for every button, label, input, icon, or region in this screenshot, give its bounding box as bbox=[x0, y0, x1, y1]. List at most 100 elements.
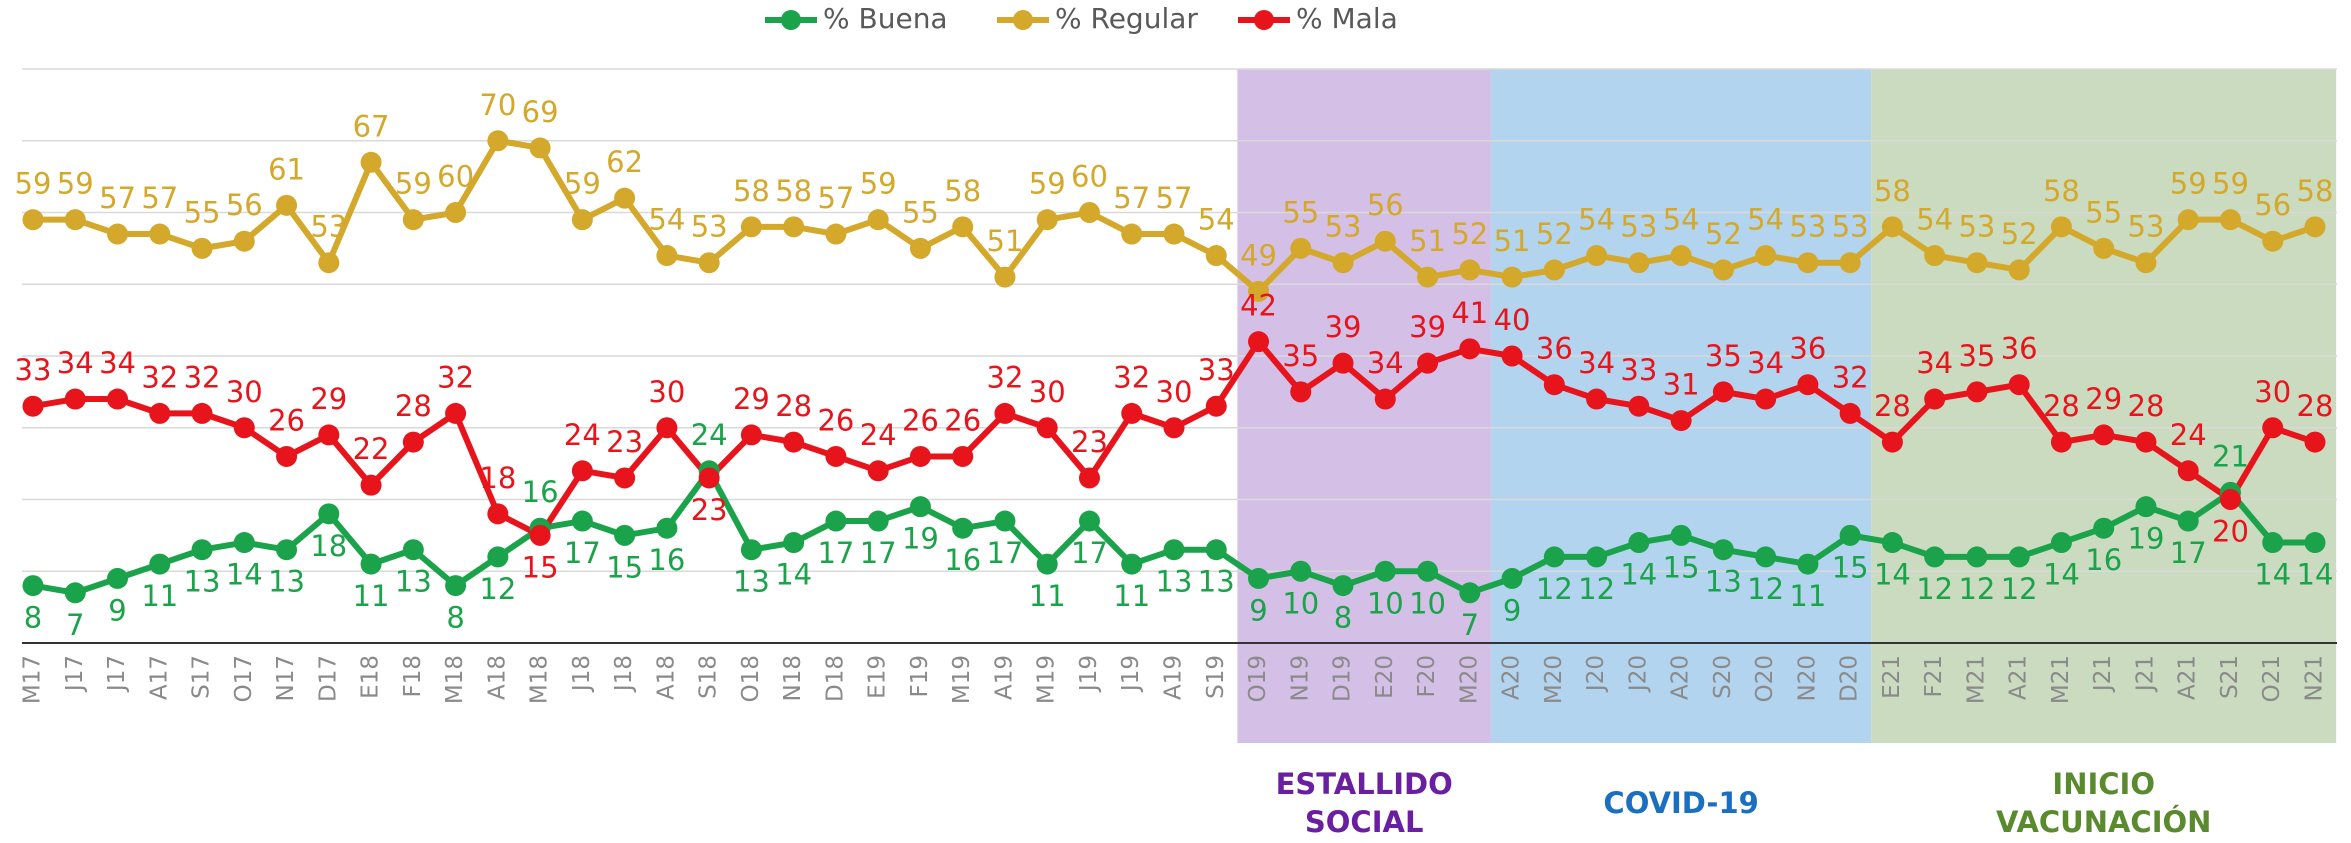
legend-label: % Regular bbox=[1055, 2, 1198, 35]
data-point bbox=[1501, 266, 1523, 288]
x-tick-label: J20 bbox=[1625, 655, 1651, 693]
data-label: 10 bbox=[1409, 586, 1446, 620]
data-point bbox=[1121, 223, 1143, 245]
data-label: 26 bbox=[944, 403, 981, 437]
data-label: 26 bbox=[268, 403, 305, 437]
data-label: 23 bbox=[606, 425, 643, 459]
data-point bbox=[2050, 532, 2072, 554]
data-point bbox=[1290, 381, 1312, 403]
data-point bbox=[994, 510, 1016, 532]
data-label: 52 bbox=[2001, 217, 2038, 251]
data-point bbox=[1755, 388, 1777, 410]
data-point bbox=[64, 388, 86, 410]
data-point bbox=[1459, 259, 1481, 281]
data-label: 53 bbox=[1958, 210, 1995, 244]
data-point bbox=[1205, 245, 1227, 267]
data-label: 41 bbox=[1451, 296, 1488, 330]
data-label: 20 bbox=[2212, 515, 2249, 549]
data-point bbox=[1924, 245, 1946, 267]
data-label: 17 bbox=[987, 536, 1024, 570]
data-point bbox=[191, 237, 213, 259]
data-point bbox=[149, 402, 171, 424]
data-point bbox=[276, 194, 298, 216]
data-point bbox=[698, 467, 720, 489]
data-label: 24 bbox=[860, 418, 897, 452]
data-label: 32 bbox=[141, 360, 178, 394]
data-label: 57 bbox=[1113, 181, 1150, 215]
data-point bbox=[360, 553, 382, 575]
data-label: 59 bbox=[564, 167, 601, 201]
data-label: 23 bbox=[1071, 425, 1108, 459]
data-point bbox=[1881, 532, 1903, 554]
data-point bbox=[2262, 417, 2284, 439]
data-point bbox=[1966, 252, 1988, 274]
x-tick-label: J20 bbox=[1583, 655, 1609, 693]
data-label: 11 bbox=[1029, 579, 1066, 613]
data-label: 60 bbox=[437, 160, 474, 194]
x-tick-label: J18 bbox=[569, 655, 595, 693]
x-tick-label: J17 bbox=[62, 655, 88, 693]
data-label: 55 bbox=[2085, 195, 2122, 229]
data-point bbox=[487, 130, 509, 152]
data-point bbox=[825, 445, 847, 467]
data-label: 51 bbox=[1494, 224, 1531, 258]
data-label: 9 bbox=[1503, 593, 1521, 627]
data-point bbox=[1290, 560, 1312, 582]
data-point bbox=[1712, 259, 1734, 281]
data-point bbox=[1670, 410, 1692, 432]
data-point bbox=[1163, 417, 1185, 439]
data-label: 33 bbox=[15, 353, 52, 387]
data-point bbox=[1712, 381, 1734, 403]
x-tick-label: N21 bbox=[2302, 655, 2328, 701]
data-label: 31 bbox=[1663, 368, 1700, 402]
data-label: 13 bbox=[268, 565, 305, 599]
data-point bbox=[1797, 553, 1819, 575]
data-point bbox=[656, 517, 678, 539]
x-tick-label: O20 bbox=[1752, 655, 1778, 702]
x-tick-label: A20 bbox=[1668, 655, 1694, 700]
data-point bbox=[2177, 510, 2199, 532]
data-label: 12 bbox=[2001, 572, 2038, 606]
data-point bbox=[1248, 280, 1270, 302]
data-point bbox=[2219, 209, 2241, 231]
data-point bbox=[1670, 524, 1692, 546]
data-point bbox=[1501, 345, 1523, 367]
data-point bbox=[2093, 237, 2115, 259]
data-point bbox=[1797, 374, 1819, 396]
x-tick-label: M21 bbox=[1963, 655, 1989, 704]
data-label: 8 bbox=[446, 601, 464, 635]
data-point bbox=[2008, 259, 2030, 281]
data-point bbox=[614, 187, 636, 209]
data-point bbox=[2219, 489, 2241, 510]
data-point bbox=[402, 431, 424, 453]
data-label: 55 bbox=[1282, 195, 1319, 229]
data-point bbox=[1924, 388, 1946, 410]
data-label: 58 bbox=[733, 174, 770, 208]
data-point bbox=[1586, 546, 1608, 568]
data-point bbox=[571, 209, 593, 231]
x-tick-label: E18 bbox=[358, 655, 384, 699]
data-label: 35 bbox=[1958, 339, 1995, 373]
data-label: 17 bbox=[2170, 536, 2207, 570]
data-label: 13 bbox=[1705, 565, 1742, 599]
period-label: ESTALLIDO bbox=[1276, 767, 1453, 801]
data-label: 54 bbox=[1578, 203, 1615, 237]
data-point bbox=[360, 474, 382, 496]
data-label: 18 bbox=[310, 529, 347, 563]
data-label: 19 bbox=[902, 522, 939, 556]
data-label: 30 bbox=[2254, 375, 2291, 409]
data-label: 29 bbox=[2085, 382, 2122, 416]
x-tick-label: M18 bbox=[527, 655, 553, 704]
data-point bbox=[1078, 202, 1100, 223]
data-label: 29 bbox=[310, 382, 347, 416]
data-label: 17 bbox=[860, 536, 897, 570]
data-point bbox=[1797, 252, 1819, 274]
data-point bbox=[1628, 252, 1650, 274]
data-label: 10 bbox=[1282, 586, 1319, 620]
period-label: INICIO bbox=[2052, 767, 2155, 801]
data-point bbox=[1290, 237, 1312, 259]
data-label: 59 bbox=[395, 167, 432, 201]
x-tick-label: O17 bbox=[231, 655, 257, 702]
data-point bbox=[2135, 496, 2157, 518]
data-point bbox=[2262, 230, 2284, 252]
